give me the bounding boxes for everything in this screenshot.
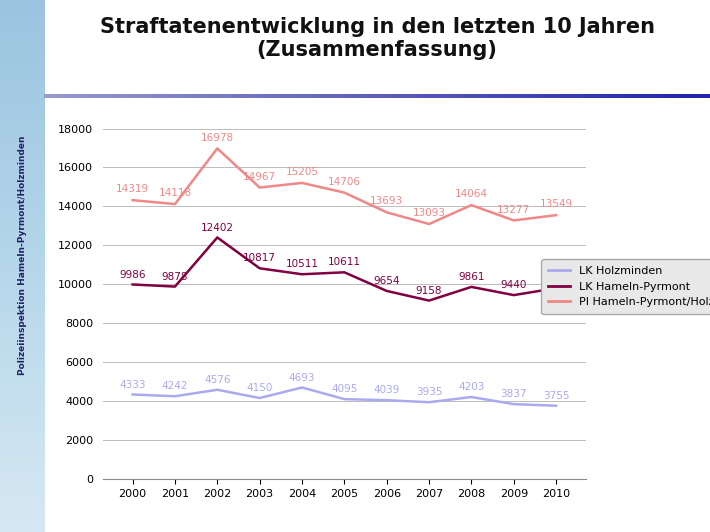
Text: 10817: 10817: [243, 253, 276, 263]
Text: 4693: 4693: [289, 372, 315, 383]
Text: 15205: 15205: [285, 167, 319, 177]
Text: 14319: 14319: [116, 184, 149, 194]
Text: Straftatenentwicklung in den letzten 10 Jahren
(Zusammenfassung): Straftatenentwicklung in den letzten 10 …: [99, 16, 655, 60]
Text: 4150: 4150: [246, 383, 273, 393]
Text: 14706: 14706: [328, 177, 361, 187]
Text: 16978: 16978: [201, 132, 234, 143]
Text: Polizeiinspektion Hameln-Pyrmont/Holzminden: Polizeiinspektion Hameln-Pyrmont/Holzmin…: [18, 136, 26, 375]
Text: 9878: 9878: [162, 272, 188, 282]
Text: 3755: 3755: [543, 391, 569, 401]
Text: 10611: 10611: [328, 257, 361, 268]
Text: 4039: 4039: [373, 385, 400, 395]
Text: 9986: 9986: [119, 270, 146, 280]
Text: 9654: 9654: [373, 276, 400, 286]
Text: 10511: 10511: [285, 260, 319, 269]
Text: 9158: 9158: [416, 286, 442, 296]
Text: 3935: 3935: [416, 387, 442, 397]
Text: 12402: 12402: [201, 222, 234, 232]
Text: 13277: 13277: [497, 205, 530, 214]
Text: 9440: 9440: [501, 280, 527, 290]
Legend: LK Holzminden, LK Hameln-Pyrmont, PI Hameln-Pyrmont/Holzminden: LK Holzminden, LK Hameln-Pyrmont, PI Ham…: [542, 259, 710, 314]
Text: 14064: 14064: [455, 189, 488, 200]
Text: 3837: 3837: [501, 389, 527, 400]
Text: 4576: 4576: [204, 375, 231, 385]
Text: 4242: 4242: [162, 381, 188, 392]
Text: 9794: 9794: [543, 273, 569, 284]
Text: 9861: 9861: [458, 272, 485, 282]
Text: 14118: 14118: [158, 188, 192, 198]
Text: 14967: 14967: [243, 172, 276, 182]
Text: 13693: 13693: [370, 196, 403, 206]
Text: 4203: 4203: [458, 382, 485, 392]
Text: 4095: 4095: [331, 384, 358, 394]
Text: 13093: 13093: [413, 208, 446, 218]
Text: 13549: 13549: [540, 200, 573, 209]
Text: 4333: 4333: [119, 380, 146, 389]
